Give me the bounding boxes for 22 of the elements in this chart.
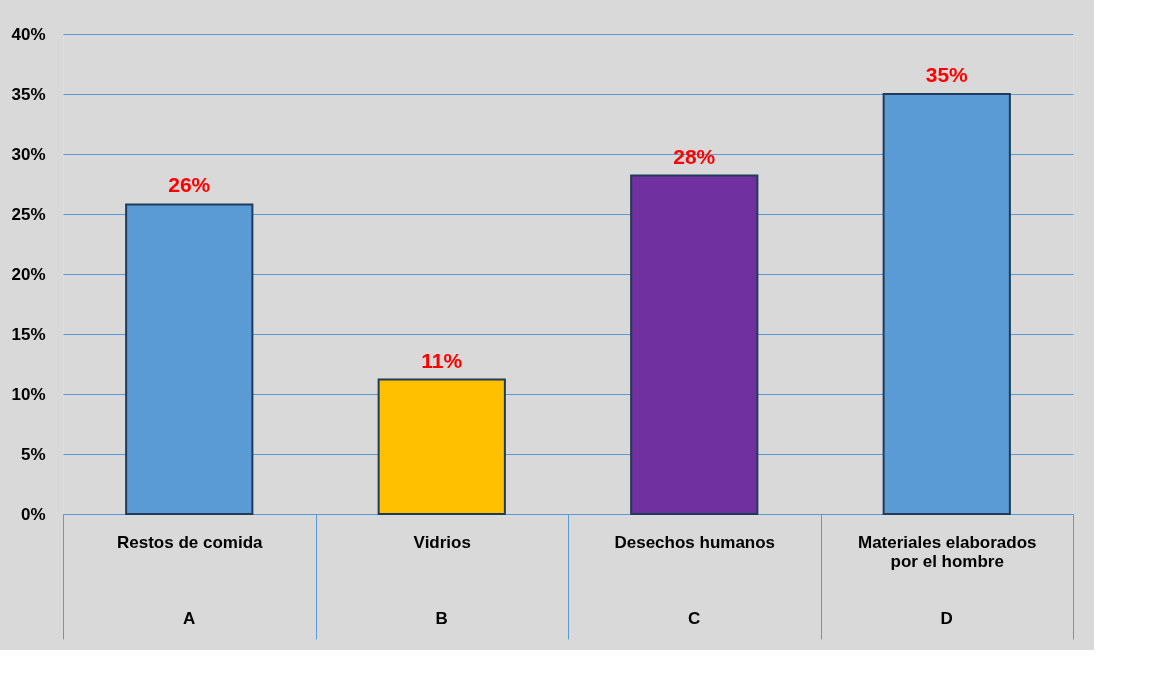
- text: A: [183, 609, 196, 628]
- y-tick-label: 20%: [11, 264, 46, 284]
- y-tick-label: 15%: [11, 324, 46, 344]
- data-label: 35%: [925, 63, 969, 86]
- y-tick-label: 25%: [11, 204, 46, 224]
- text: C: [688, 609, 701, 628]
- y-tick-label: 30%: [11, 144, 46, 164]
- bar: [377, 378, 506, 515]
- text: D: [940, 609, 953, 628]
- data-label: 11%: [421, 348, 463, 372]
- bar: [630, 174, 759, 515]
- x-tick-label: Materiales elaborados por el hombre: [857, 532, 1037, 571]
- x-tick-label: Desechos humanos: [614, 532, 776, 552]
- data-label: 26%: [168, 173, 211, 197]
- x-tick-label: Vidrios: [413, 532, 471, 552]
- x-tick-label: Restos de comida: [117, 532, 264, 552]
- y-tick-label: 10%: [11, 384, 46, 404]
- y-tick-label: 0%: [20, 504, 46, 524]
- y-tick-label: 5%: [20, 444, 46, 464]
- y-tick-label: 35%: [11, 84, 46, 104]
- y-tick-label: 40%: [11, 24, 46, 44]
- text: B: [435, 609, 448, 628]
